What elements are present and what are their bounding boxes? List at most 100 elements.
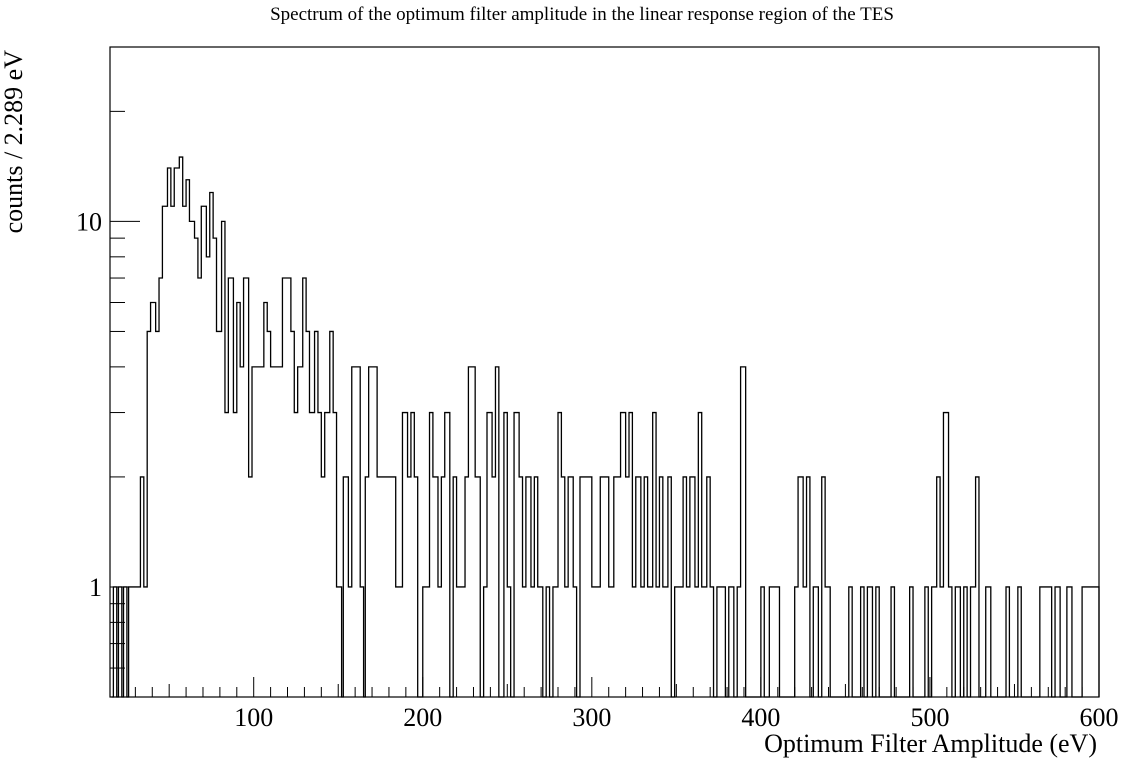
histogram-bin xyxy=(151,303,156,697)
histogram-bin xyxy=(298,367,303,697)
x-tick-label: 500 xyxy=(910,703,949,732)
histogram-bin xyxy=(267,331,270,697)
histogram-bin xyxy=(663,587,668,697)
histogram-bin xyxy=(514,413,519,697)
histogram-bin xyxy=(565,587,568,697)
x-tick-label: 600 xyxy=(1080,703,1119,732)
histogram-bin xyxy=(487,413,492,697)
x-axis-label: Optimum Filter Amplitude (eV) xyxy=(764,729,1097,758)
histogram-bin xyxy=(825,587,830,697)
histogram-bin xyxy=(271,367,283,697)
histogram-bin xyxy=(433,477,438,697)
histogram-bin xyxy=(240,367,243,697)
chart-title: Spectrum of the optimum filter amplitude… xyxy=(270,4,894,25)
plot-frame xyxy=(109,46,1100,698)
histogram-bin xyxy=(971,587,976,697)
histogram-bin xyxy=(457,587,465,697)
histogram-bin xyxy=(531,587,534,697)
histogram-bin xyxy=(294,413,297,697)
histogram-bin xyxy=(568,477,573,697)
histogram-bin xyxy=(632,587,635,697)
histogram-bin xyxy=(656,587,659,697)
histogram-bin xyxy=(592,587,600,697)
histogram-bin xyxy=(614,477,621,697)
histogram-bin xyxy=(867,587,872,697)
histogram-bin xyxy=(475,477,480,697)
histogram-bin xyxy=(803,587,806,697)
histogram-bin xyxy=(377,477,396,697)
histogram-bin xyxy=(408,477,411,697)
histogram-bin xyxy=(217,331,222,697)
histogram-bin xyxy=(686,587,689,697)
histogram-bin xyxy=(626,477,629,697)
histogram-bin xyxy=(798,477,803,697)
histogram-bin xyxy=(369,367,377,697)
histogram-bin xyxy=(1094,587,1099,697)
x-tick-label: 200 xyxy=(403,703,442,732)
histogram-bin xyxy=(282,278,290,697)
histogram-bin xyxy=(321,477,324,697)
histogram-bin xyxy=(741,367,746,697)
histogram-bin xyxy=(943,413,948,697)
histogram-bin xyxy=(621,413,626,697)
histogram-bin xyxy=(538,587,543,697)
histogram-outline xyxy=(111,156,1100,698)
histogram-bin xyxy=(609,587,614,697)
histogram-bins xyxy=(113,157,1099,697)
histogram-bin xyxy=(325,413,330,697)
y-axis: 1 10 xyxy=(76,46,140,698)
histogram-bin xyxy=(159,278,162,697)
histogram-bin xyxy=(348,587,351,697)
x-tick-label: 300 xyxy=(572,703,611,732)
histogram-bin xyxy=(940,587,943,697)
histogram-bin xyxy=(636,477,641,697)
histogram-bin xyxy=(228,278,233,697)
histogram-bin xyxy=(675,587,680,697)
histogram-bin xyxy=(233,413,236,697)
histogram-bin xyxy=(680,587,683,697)
histogram-bin xyxy=(526,477,531,697)
x-axis: 100 200 300 400 500 600 xyxy=(117,677,1119,732)
histogram-bin xyxy=(337,587,342,697)
histogram-bin xyxy=(690,477,695,697)
histogram-bin xyxy=(225,413,228,697)
histogram-bin xyxy=(179,157,182,697)
histogram-bin xyxy=(955,587,960,697)
histogram-bin xyxy=(309,413,314,697)
histogram-bin xyxy=(144,587,147,697)
histogram-bin xyxy=(162,206,167,697)
histogram-bin xyxy=(648,587,653,697)
histogram-bin xyxy=(986,587,991,697)
histogram-bin xyxy=(1087,587,1094,697)
histogram-bin xyxy=(195,238,198,697)
histogram-bin xyxy=(600,477,608,697)
y-axis-label: counts / 2.289 eV xyxy=(0,50,28,234)
histogram-bin xyxy=(183,206,186,697)
histogram-bin xyxy=(932,587,937,697)
y-tick-label: 1 xyxy=(89,573,102,602)
x-tick-label: 400 xyxy=(741,703,780,732)
histogram-bin xyxy=(695,587,698,697)
histogram-bin xyxy=(201,206,206,697)
histogram-bin xyxy=(1067,587,1072,697)
histogram-bin xyxy=(186,180,189,697)
histogram-bin xyxy=(423,587,430,697)
histogram-bin xyxy=(580,477,592,697)
histogram-bin xyxy=(252,367,264,697)
histogram-bin xyxy=(492,477,495,697)
histogram-bin xyxy=(210,192,213,697)
x-tick-label: 100 xyxy=(234,703,273,732)
histogram-bin xyxy=(468,367,475,697)
histogram-bin xyxy=(198,278,201,697)
histogram-bin xyxy=(717,587,722,697)
histogram-bin xyxy=(206,257,209,697)
histogram-bin xyxy=(729,587,734,697)
histogram-bin xyxy=(402,413,407,697)
histogram-bin xyxy=(702,587,707,697)
histogram-bin xyxy=(343,477,348,697)
histogram-bin xyxy=(249,477,252,697)
histogram-bin xyxy=(769,587,779,697)
histogram-bin xyxy=(174,168,179,697)
histogram-bin xyxy=(1055,587,1060,697)
histogram-bin xyxy=(445,413,450,697)
